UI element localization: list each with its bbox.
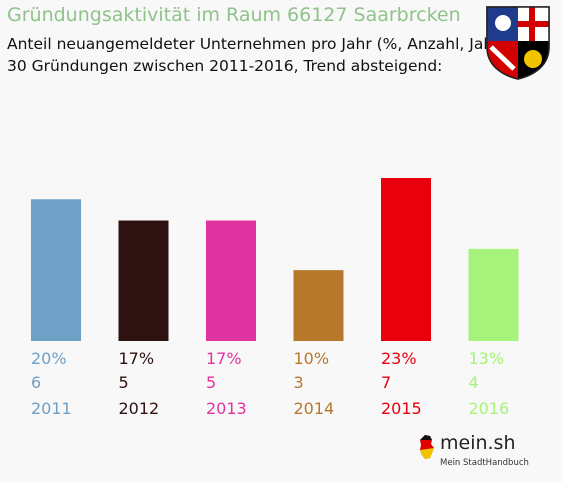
chart-subtitle-line-2: 30 Gründungen zwischen 2011-2016, Trend …	[7, 57, 443, 75]
percent-label-2012: 17%	[119, 349, 155, 368]
bar-2011	[31, 199, 81, 341]
count-label-2014: 3	[294, 373, 304, 392]
bar-2014	[293, 270, 344, 341]
percent-label-2014: 10%	[294, 349, 330, 368]
logo-name: mein.sh	[440, 432, 516, 454]
bar-2015	[381, 178, 431, 341]
percent-label-2016: 13%	[469, 349, 505, 368]
chart-subtitle-line-1: Anteil neuangemeldeter Unternehmen pro J…	[7, 35, 506, 53]
percent-label-2015: 23%	[381, 349, 417, 368]
count-label-2011: 6	[31, 373, 41, 392]
count-label-2016: 4	[469, 373, 479, 392]
logo-tagline: Mein StadtHandbuch	[440, 458, 529, 468]
count-label-2015: 7	[381, 373, 391, 392]
germany-map-icon	[420, 435, 434, 459]
year-label-2012: 2012	[119, 399, 160, 418]
bar-2013	[206, 220, 256, 341]
bar-2016	[468, 248, 519, 341]
bar-2012	[118, 220, 169, 341]
percent-label-2013: 17%	[206, 349, 242, 368]
year-label-2016: 2016	[469, 399, 510, 418]
year-label-2014: 2014	[294, 399, 335, 418]
mein-sh-logo: mein.sh Mein StadtHandbuch	[418, 432, 530, 476]
year-label-2013: 2013	[206, 399, 247, 418]
percent-label-2011: 20%	[31, 349, 67, 368]
saarland-coat-of-arms-icon	[486, 6, 550, 80]
count-label-2012: 5	[119, 373, 129, 392]
chart-title: Gründungsaktivität im Raum 66127 Saarbrc…	[7, 4, 461, 26]
year-label-2011: 2011	[31, 399, 72, 418]
year-label-2015: 2015	[381, 399, 422, 418]
count-label-2013: 5	[206, 373, 216, 392]
